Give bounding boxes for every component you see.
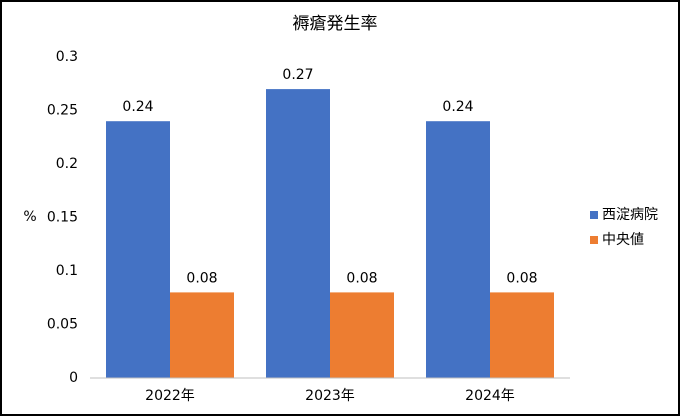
bar — [490, 292, 554, 378]
y-tick-label: 0.1 — [56, 263, 78, 279]
y-tick-label: 0.05 — [47, 317, 78, 333]
data-label: 0.24 — [122, 99, 153, 115]
y-tick-label: 0.15 — [47, 210, 78, 226]
data-label: 0.24 — [442, 99, 473, 115]
x-tick-label: 2023年 — [305, 388, 355, 404]
bar — [106, 121, 170, 378]
legend-label: 中央値 — [602, 232, 644, 248]
y-tick-label: 0 — [69, 370, 78, 386]
bar — [266, 89, 330, 378]
y-tick-label: 0.25 — [47, 103, 78, 119]
data-label: 0.08 — [506, 270, 537, 286]
y-tick-label: 0.3 — [56, 49, 78, 65]
chart-title: 褥瘡発生率 — [293, 14, 378, 34]
legend-label: 西淀病院 — [602, 207, 658, 223]
y-tick-label: 0.2 — [56, 156, 78, 172]
bar — [426, 121, 490, 378]
data-label: 0.08 — [346, 270, 377, 286]
x-tick-label: 2024年 — [465, 388, 515, 404]
y-axis-label: % — [23, 209, 36, 225]
bar — [330, 292, 394, 378]
legend-swatch — [590, 236, 598, 244]
x-tick-label: 2022年 — [145, 388, 195, 404]
data-label: 0.08 — [186, 270, 217, 286]
legend-swatch — [590, 211, 598, 219]
data-label: 0.27 — [282, 67, 313, 83]
bar — [170, 292, 234, 378]
